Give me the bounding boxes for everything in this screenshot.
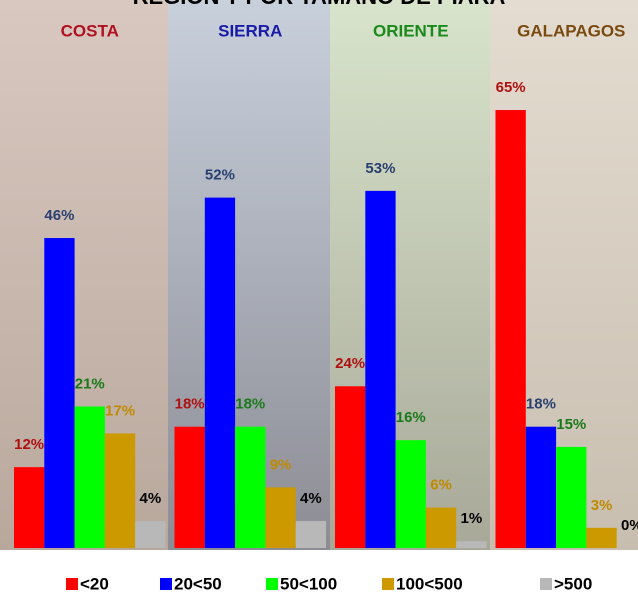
bar bbox=[456, 541, 486, 548]
bar bbox=[396, 440, 426, 548]
legend-swatch bbox=[382, 578, 394, 590]
bar bbox=[586, 528, 616, 548]
bar bbox=[556, 447, 586, 548]
value-label: 12% bbox=[14, 436, 44, 453]
bar bbox=[265, 487, 295, 548]
legend-label: 50<100 bbox=[280, 574, 337, 593]
bar bbox=[526, 427, 556, 548]
value-label: 17% bbox=[105, 402, 135, 419]
value-label: 65% bbox=[496, 79, 526, 96]
bar bbox=[14, 467, 44, 548]
chart: REGIÓN Y POR TAMAÑO DE PIARA COSTA 12% 46%… bbox=[0, 0, 638, 594]
legend-label: <20 bbox=[80, 574, 109, 593]
bar bbox=[105, 433, 135, 548]
legend-swatch bbox=[540, 578, 552, 590]
value-label: 52% bbox=[205, 167, 235, 184]
bar bbox=[44, 238, 74, 548]
value-label: 4% bbox=[140, 490, 162, 507]
value-label: 15% bbox=[556, 416, 586, 433]
bar bbox=[296, 521, 326, 548]
value-label: 0% bbox=[621, 517, 638, 534]
category-label: ORIENTE bbox=[373, 21, 449, 40]
category-label: GALAPAGOS bbox=[517, 21, 625, 40]
bar bbox=[175, 427, 205, 548]
category-label: COSTA bbox=[61, 21, 119, 40]
value-label: 24% bbox=[335, 355, 365, 372]
bar bbox=[75, 406, 105, 548]
value-label: 18% bbox=[526, 396, 556, 413]
chart-title: REGIÓN Y POR TAMAÑO DE PIARA bbox=[133, 0, 506, 9]
legend-swatch bbox=[66, 578, 78, 590]
bar bbox=[135, 521, 165, 548]
value-label: 9% bbox=[270, 456, 292, 473]
legend-label: 20<50 bbox=[174, 574, 222, 593]
category-label: SIERRA bbox=[218, 21, 282, 40]
bar bbox=[335, 386, 365, 548]
value-label: 4% bbox=[300, 490, 322, 507]
legend-label: 100<500 bbox=[396, 574, 463, 593]
value-label: 18% bbox=[175, 396, 205, 413]
bar bbox=[235, 427, 265, 548]
value-label: 6% bbox=[430, 477, 452, 494]
bar bbox=[496, 110, 526, 548]
value-label: 21% bbox=[75, 375, 105, 392]
value-label: 1% bbox=[461, 510, 483, 527]
bar bbox=[205, 198, 235, 548]
legend-label: >500 bbox=[554, 574, 592, 593]
value-label: 3% bbox=[591, 497, 613, 514]
value-label: 53% bbox=[365, 160, 395, 177]
legend-swatch bbox=[266, 578, 278, 590]
value-label: 46% bbox=[44, 207, 74, 224]
bar bbox=[365, 191, 395, 548]
legend-swatch bbox=[160, 578, 172, 590]
value-label: 18% bbox=[235, 396, 265, 413]
bar bbox=[426, 508, 456, 548]
value-label: 16% bbox=[396, 409, 426, 426]
